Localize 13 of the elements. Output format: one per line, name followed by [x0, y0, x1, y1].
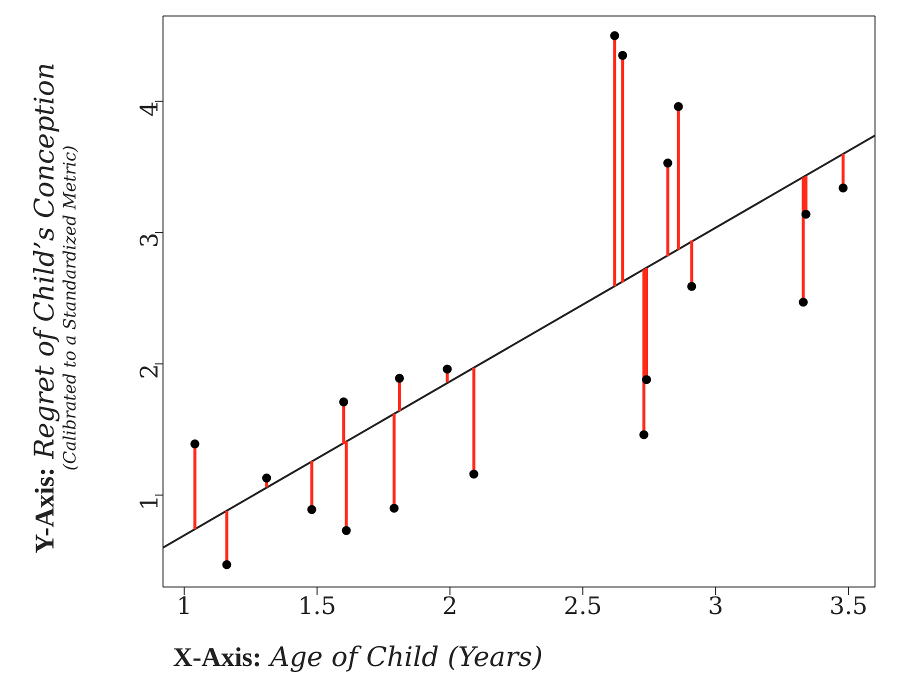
- x-tick-label: 3.5: [829, 592, 868, 620]
- y-tick-label: 2: [136, 364, 164, 380]
- x-axis-title: X-Axis: Age of Child (Years): [173, 642, 543, 673]
- x-tick-label: 1: [176, 592, 192, 620]
- y-tick-label: 4: [136, 101, 164, 117]
- y-tick-label: 3: [136, 232, 164, 248]
- x-tick-label: 1.5: [298, 592, 336, 620]
- text: (Calibrated to a Standardized Metric): [60, 144, 80, 473]
- x-tick-label: 2: [442, 592, 458, 620]
- y-axis-title: Y-Axis: Regret of Child’s Conception: [30, 62, 60, 554]
- x-tick-label: 2.5: [564, 592, 602, 620]
- y-tick-label: 1: [136, 495, 164, 510]
- x-tick-label: 3: [708, 592, 724, 620]
